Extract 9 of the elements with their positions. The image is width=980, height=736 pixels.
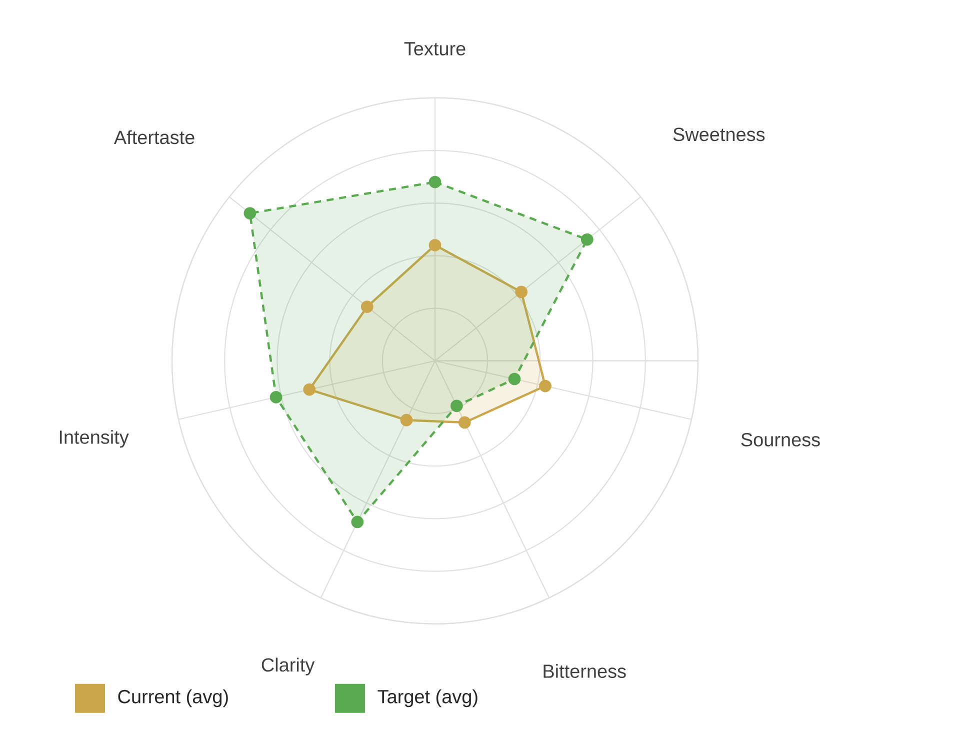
spoke-label: Aftertaste: [114, 130, 194, 144]
spoke-label: Sweetness: [673, 128, 765, 142]
legend-label: Current (avg): [118, 689, 228, 708]
spoke-label: Intensity: [60, 430, 129, 448]
spoke-label: Sourness: [741, 433, 820, 446]
spoke-label: Texture: [404, 42, 466, 56]
legend-label: Target (avg): [378, 689, 478, 708]
spoke-label: Bitterness: [544, 664, 626, 678]
spoke-label: Clarity: [262, 658, 315, 676]
